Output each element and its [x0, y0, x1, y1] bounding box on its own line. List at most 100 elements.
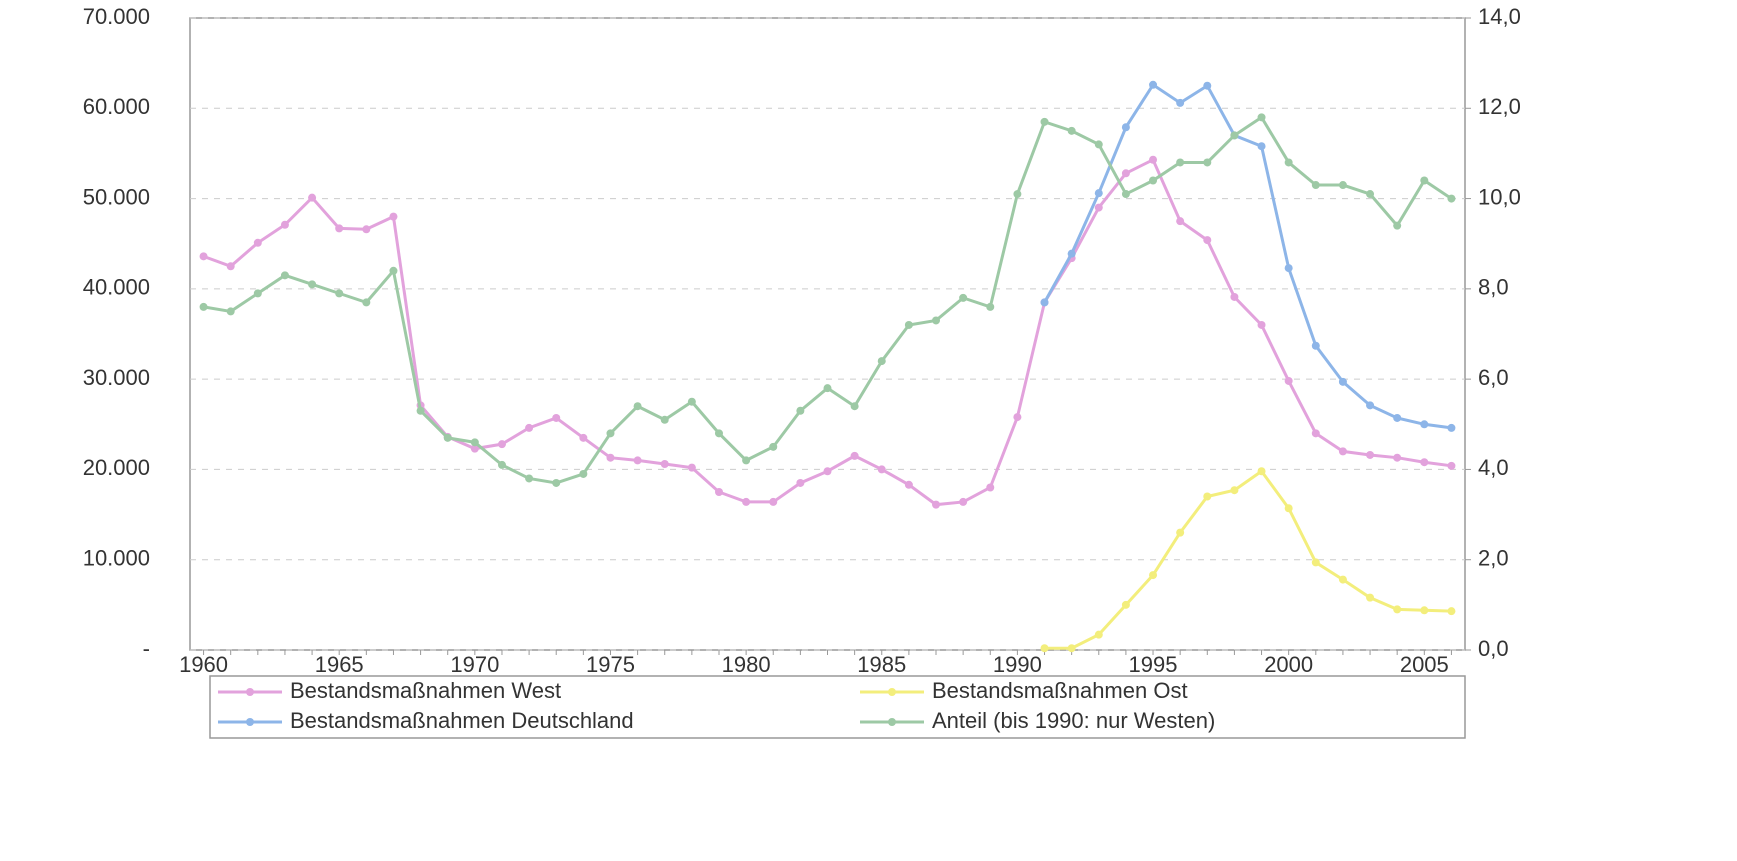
data-point: [308, 280, 317, 289]
data-point: [1094, 630, 1103, 639]
data-point: [335, 224, 344, 233]
data-point: [769, 497, 778, 506]
data-point: [1149, 155, 1158, 164]
data-point: [714, 429, 723, 438]
series-line: [1043, 82, 1452, 430]
x-tick-label: 1975: [586, 652, 635, 677]
data-point: [1284, 504, 1293, 513]
data-point: [552, 478, 561, 487]
data-point: [904, 480, 913, 489]
data-point: [1121, 169, 1130, 178]
data-point: [470, 438, 479, 447]
data-point: [1176, 158, 1185, 167]
data-point: [253, 238, 262, 247]
data-point: [1257, 467, 1266, 476]
data-point: [1149, 176, 1158, 185]
x-tick-label: 1960: [179, 652, 228, 677]
series-line: [1044, 469, 1452, 650]
y2-tick-label: 10,0: [1478, 184, 1521, 209]
data-point: [1311, 341, 1320, 350]
data-point: [796, 478, 805, 487]
data-point: [1067, 126, 1076, 135]
data-point: [443, 433, 452, 442]
y2-tick-label: 12,0: [1478, 94, 1521, 119]
data-point: [850, 402, 859, 411]
data-point: [606, 429, 615, 438]
data-point: [932, 316, 941, 325]
data-point: [226, 262, 235, 271]
data-point: [1203, 158, 1212, 167]
data-point: [470, 444, 479, 453]
y-tick-label: 10.000: [83, 546, 150, 571]
data-point: [253, 289, 262, 298]
plot-area: [189, 17, 1466, 651]
data-point: [1203, 492, 1212, 501]
data-point: [1447, 461, 1456, 470]
data-point: [1311, 181, 1320, 190]
x-tick-label: 1970: [450, 652, 499, 677]
x-tick-label: 2000: [1264, 652, 1313, 677]
data-point: [769, 442, 778, 451]
data-point: [1176, 217, 1185, 226]
y-tick-label: 50.000: [83, 184, 150, 209]
data-point: [1230, 131, 1239, 140]
data-point: [1284, 264, 1293, 273]
data-point: [1094, 203, 1103, 212]
data-point: [1366, 450, 1375, 459]
data-point: [389, 266, 398, 275]
data-point: [525, 474, 534, 483]
data-point: [1013, 190, 1022, 199]
data-point: [1447, 194, 1456, 203]
data-point: [823, 384, 832, 393]
data-point: [1338, 575, 1347, 584]
data-point: [280, 271, 289, 280]
data-point: [823, 467, 832, 476]
data-point: [660, 415, 669, 424]
data-point: [660, 460, 669, 469]
data-point: [633, 456, 642, 465]
series-line: [203, 157, 1452, 507]
data-point: [1067, 249, 1076, 258]
y-tick-label: 20.000: [83, 455, 150, 480]
data-point: [1311, 558, 1320, 567]
x-tick-label: 1985: [857, 652, 906, 677]
data-point: [1149, 571, 1158, 580]
legend-marker: [888, 688, 896, 696]
data-point: [226, 307, 235, 316]
legend-label: Anteil (bis 1990: nur Westen): [932, 708, 1215, 733]
data-point: [932, 500, 941, 509]
y-tick-label: 70.000: [83, 4, 150, 29]
data-point: [335, 289, 344, 298]
legend-box: [209, 675, 1466, 739]
data-point: [1420, 458, 1429, 467]
legend-marker: [246, 688, 254, 696]
data-point: [1121, 123, 1130, 132]
data-point: [1420, 176, 1429, 185]
data-point: [1176, 528, 1185, 537]
data-point: [1040, 644, 1049, 653]
data-point: [1311, 429, 1320, 438]
y2-tick-label: 14,0: [1478, 4, 1521, 29]
data-point: [1067, 644, 1076, 653]
data-point: [1203, 236, 1212, 245]
data-point: [1420, 606, 1429, 615]
data-point: [1284, 158, 1293, 167]
legend-label: Bestandsmaßnahmen West: [290, 678, 561, 703]
y-tick-label: 60.000: [83, 94, 150, 119]
data-point: [362, 225, 371, 234]
data-point: [1366, 401, 1375, 410]
x-tick-label: 1980: [722, 652, 771, 677]
data-point: [959, 293, 968, 302]
legend-label: Bestandsmaßnahmen Deutschland: [290, 708, 634, 733]
data-point: [877, 357, 886, 366]
data-point: [714, 488, 723, 496]
data-point: [1040, 117, 1049, 126]
data-point: [1257, 142, 1266, 151]
y2-tick-label: 2,0: [1478, 546, 1509, 571]
data-point: [1393, 453, 1402, 462]
data-point: [497, 440, 506, 449]
data-point: [199, 252, 208, 261]
data-point: [1447, 423, 1456, 432]
data-point: [1366, 593, 1375, 602]
data-point: [1094, 189, 1103, 198]
